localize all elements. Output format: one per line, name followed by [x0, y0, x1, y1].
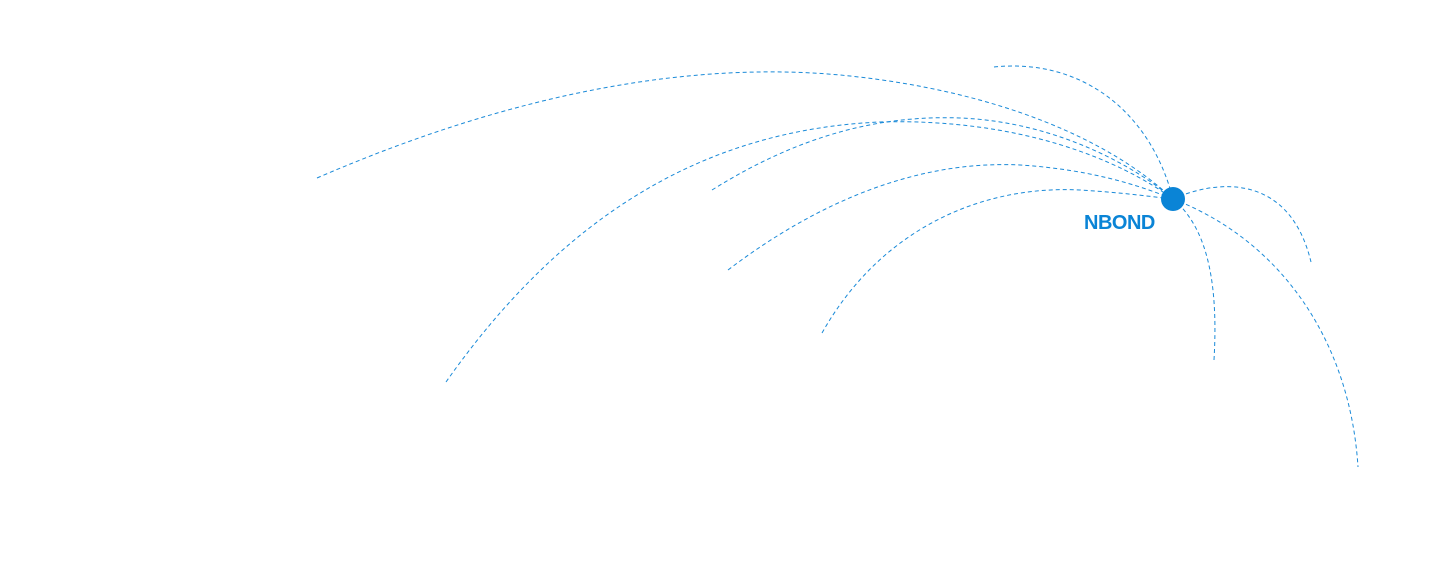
connection-arc [993, 65, 1174, 200]
hub-label: NBOND [1084, 212, 1155, 234]
hub-node [1161, 187, 1185, 211]
connection-arc [727, 164, 1174, 271]
connection-arc [1172, 198, 1216, 361]
connection-arc [1172, 198, 1359, 468]
connection-arc [316, 71, 1174, 200]
connection-arc [445, 121, 1174, 383]
connection-arc [821, 189, 1174, 334]
connection-arc [1172, 186, 1312, 263]
connection-arc [711, 117, 1174, 200]
